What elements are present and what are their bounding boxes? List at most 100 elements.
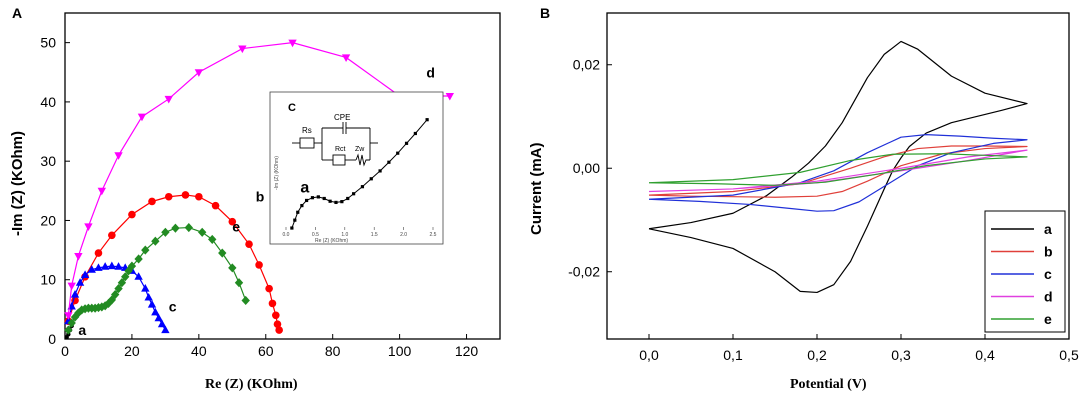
inset-series-a-point [340, 200, 344, 204]
panel-b-y-axis-label: Current (mA) [528, 142, 545, 235]
circuit-label-zw: Zw [355, 146, 365, 153]
panel-a-y-tick-label: 0 [48, 331, 56, 347]
series-b-point [272, 311, 280, 320]
series-e-point [77, 305, 86, 315]
series-b-point [181, 191, 190, 199]
panel-b-x-tick-label: 0,2 [807, 347, 827, 363]
cv-curve-a [648, 40, 1028, 294]
series-e-point [234, 278, 244, 288]
series-e-point [161, 227, 170, 237]
panel-a-x-axis-label: Re (Z) (KOhm) [205, 377, 298, 392]
inset-c-frame [269, 91, 444, 245]
cv-curve-d [648, 149, 1028, 193]
panel-a-axes: 0 20 40 60 80 100 120 0 10 20 30 40 50 [40, 35, 478, 359]
equivalent-circuit-diagram [292, 122, 378, 167]
series-d-point [74, 252, 83, 261]
panel-b-plot-area [648, 40, 1028, 294]
series-c-point [80, 270, 90, 279]
series-e-point [151, 236, 160, 246]
panel-b-y-tick-label: -0,02 [568, 264, 600, 280]
series-c-point [94, 263, 103, 271]
panel-b-x-tick-label: 0,0 [639, 347, 659, 363]
inset-series-a-point [328, 199, 332, 203]
panel-a-x-tick-label: 40 [191, 343, 207, 359]
series-e-point [134, 254, 143, 264]
series-d-point [137, 113, 147, 122]
series-b-point [148, 197, 156, 206]
panel-b-x-tick-label: 0,3 [891, 347, 911, 363]
series-d-point [114, 152, 123, 160]
series-c-point [134, 272, 143, 280]
legend-label-e: e [1044, 311, 1052, 327]
inset-series-a-point [360, 185, 365, 189]
series-b-point [268, 299, 277, 308]
inset-c-x-tick-label: 1.5 [371, 232, 378, 238]
series-c-point [151, 307, 160, 316]
series-e-point [171, 223, 180, 233]
inset-series-a-point [413, 131, 417, 136]
panel-a-y-tick-label: 40 [40, 94, 56, 110]
inset-series-a-point [346, 196, 350, 201]
inset-series-a-point [290, 226, 294, 230]
inset-c-x-tick-label: 1.0 [341, 232, 348, 238]
series-e-point [127, 261, 137, 271]
series-c-point [147, 300, 157, 308]
series-e-point [124, 266, 133, 276]
legend-label-c: c [1044, 266, 1052, 282]
panel-a-y-tick-label: 20 [40, 212, 56, 228]
series-b-point [195, 192, 203, 201]
series-d-point [84, 223, 93, 231]
panel-letter-b: B [540, 5, 550, 21]
series-c-point [107, 261, 117, 270]
cv-curve-e [648, 153, 1028, 186]
series-e-point [218, 248, 227, 258]
series-c-point [75, 278, 85, 286]
series-c-point [70, 289, 80, 298]
series-c-point [141, 284, 150, 292]
panel-b-y-tick-label: 0,00 [573, 160, 600, 176]
series-d-point [194, 69, 204, 77]
series-e-point [64, 325, 73, 335]
inset-series-a-point [396, 151, 400, 155]
curve-label-e: e [232, 218, 240, 234]
inset-c: C Rs CPE Rct Zw a 0.0 0.5 1.0 1.5 2.0 2.5 Re … [269, 91, 444, 245]
series-c-point [161, 325, 170, 334]
inset-c-y-axis-label: -Im (Z) (KOhm) [274, 156, 280, 190]
panel-b-x-tick-label: 0,5 [1059, 347, 1079, 363]
series-e-point [198, 227, 207, 237]
legend-label-b: b [1044, 244, 1053, 260]
series-c-point [144, 292, 153, 301]
series-d-point [164, 95, 173, 104]
series-e-point [121, 272, 130, 282]
inset-series-a-point [293, 218, 297, 222]
legend-label-a: a [1044, 221, 1052, 237]
series-e-point [184, 223, 193, 233]
panel-a-x-tick-label: 0 [61, 343, 69, 359]
series-e-point [141, 245, 150, 255]
series-b-point [245, 240, 253, 248]
inset-c-x-tick-label: 2.5 [430, 232, 437, 238]
panel-b-axes: 0,0 0,1 0,2 0,3 0,4 0,5 -0,02 0,00 0,02 [568, 57, 1079, 363]
series-b-point [128, 210, 136, 219]
series-d-point [341, 54, 351, 63]
curve-label-c: c [169, 298, 177, 314]
curve-label-a: a [78, 322, 86, 338]
panel-a-x-tick-label: 60 [258, 343, 274, 359]
circuit-label-rs: Rs [302, 126, 312, 135]
series-d-point [67, 282, 76, 291]
circuit-label-rct: Rct [335, 146, 346, 153]
panel-letter-a: A [12, 5, 22, 21]
legend-label-d: d [1044, 289, 1053, 305]
panel-b-x-tick-label: 0,1 [723, 347, 743, 363]
panel-a-y-tick-label: 50 [40, 35, 56, 51]
series-e-point [70, 312, 80, 322]
series-d-point [97, 187, 106, 196]
series-b-point [108, 231, 116, 240]
series-b-point [228, 217, 237, 226]
series-b-point [273, 320, 282, 328]
series-e-point [228, 263, 237, 273]
series-c-point [157, 319, 167, 328]
inset-series-a-point [316, 195, 320, 199]
series-d-line [67, 42, 450, 316]
